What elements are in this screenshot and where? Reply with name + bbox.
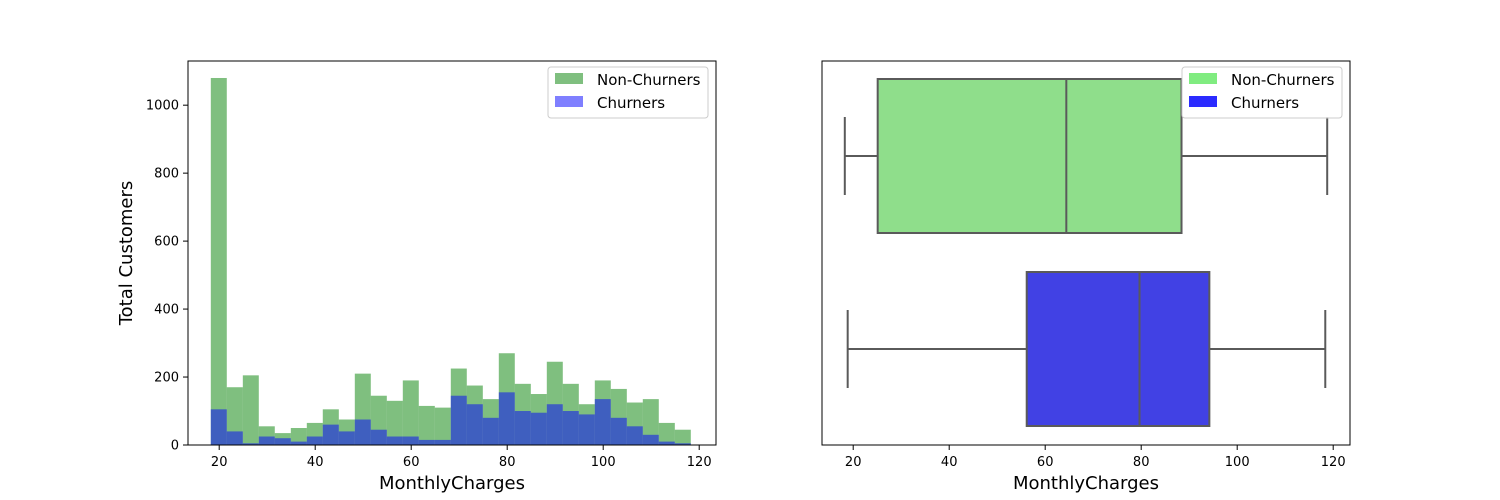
bar-churners-21 [546, 404, 563, 445]
bar-churners-23 [578, 414, 595, 445]
histogram-x-axis-label: MonthlyCharges [379, 473, 525, 494]
histogram-y-axis-label: Total Customers [116, 181, 137, 327]
bar-churners-0 [210, 409, 227, 445]
bar-churners-20 [530, 412, 547, 445]
x-tick-label: 60 [1037, 455, 1054, 470]
bar-churners-3 [258, 436, 275, 445]
x-tick-label: 80 [1133, 455, 1150, 470]
bar-churners-11 [386, 436, 403, 445]
x-tick-label: 100 [591, 455, 616, 470]
legend-swatch-churners [555, 96, 583, 107]
histogram-frame [187, 60, 717, 446]
y-tick-label: 600 [154, 235, 179, 250]
bar-non-churners-13 [418, 405, 435, 445]
x-tick-label: 40 [941, 455, 958, 470]
bar-non-churners-1 [226, 387, 243, 445]
bar-churners-12 [402, 436, 419, 445]
histogram-legend: Non-Churners Churners [547, 66, 709, 119]
boxplot-chart: 20 40 60 80 100 120 MonthlyCharges Non-Churne… [821, 60, 1351, 494]
boxplot-items [843, 78, 1329, 427]
bar-churners-15 [450, 395, 467, 445]
bar-non-churners-14 [434, 407, 451, 445]
churners-bars [210, 392, 691, 445]
bar-non-churners-28 [658, 422, 675, 445]
x-tick-label: 120 [687, 455, 712, 470]
bar-churners-26 [626, 426, 643, 445]
y-tick-label: 400 [154, 303, 179, 318]
x-tick-label: 20 [211, 455, 228, 470]
bar-churners-6 [306, 436, 323, 445]
legend-label-churners: Churners [1231, 94, 1299, 112]
y-tick-label: 1000 [146, 99, 179, 114]
boxplot-frame [821, 60, 1351, 446]
boxplot-legend: Non-Churners Churners [1181, 66, 1343, 119]
boxplot-x-axis-label: MonthlyCharges [1013, 473, 1159, 494]
legend-label-churners: Churners [597, 94, 665, 112]
x-tick-label: 20 [845, 455, 862, 470]
bar-churners-7 [322, 424, 339, 445]
histogram-y-ticks: 0 200 400 600 800 1000 [146, 99, 188, 454]
bar-non-churners-29 [674, 429, 691, 445]
bar-churners-18 [498, 392, 515, 445]
bar-churners-24 [594, 399, 611, 445]
legend-box [1181, 66, 1343, 119]
bar-churners-1 [226, 431, 243, 445]
bar-non-churners-0 [210, 77, 227, 445]
bar-churners-13 [418, 439, 435, 445]
bar-churners-4 [274, 438, 291, 445]
bar-churners-8 [338, 431, 355, 445]
x-tick-label: 60 [403, 455, 420, 470]
box-non-churners [876, 78, 1183, 234]
bar-non-churners-2 [242, 375, 259, 445]
bar-churners-14 [434, 439, 451, 445]
bar-churners-22 [562, 411, 579, 445]
legend-swatch-non-churners [555, 73, 583, 84]
x-tick-label: 120 [1321, 455, 1346, 470]
bar-churners-19 [514, 411, 531, 445]
bar-non-churners-5 [290, 428, 307, 445]
y-tick-label: 200 [154, 371, 179, 386]
x-tick-label: 40 [307, 455, 324, 470]
legend-label-non-churners: Non-Churners [1231, 71, 1335, 89]
y-tick-label: 800 [154, 167, 179, 182]
bar-non-churners-12 [402, 380, 419, 445]
bar-non-churners-11 [386, 400, 403, 445]
legend-swatch-churners [1189, 96, 1217, 107]
x-tick-label: 80 [499, 455, 516, 470]
box-churners [1025, 271, 1211, 427]
boxplot-x-ticks: 20 40 60 80 100 120 [845, 445, 1346, 470]
bar-churners-17 [482, 417, 499, 445]
legend-swatch-non-churners [1189, 73, 1217, 84]
legend-box [547, 66, 709, 119]
bar-churners-29 [674, 443, 691, 445]
histogram-chart: 20 40 60 80 100 120 0 200 400 600 800 1000 Monthly… [116, 60, 717, 494]
bar-churners-10 [370, 429, 387, 445]
legend-label-non-churners: Non-Churners [597, 71, 701, 89]
histogram-x-ticks: 20 40 60 80 100 120 [211, 445, 712, 470]
bar-churners-5 [290, 441, 307, 445]
bar-churners-2 [242, 443, 259, 445]
bar-churners-28 [658, 441, 675, 445]
bar-churners-9 [354, 419, 371, 445]
y-tick-label: 0 [171, 439, 179, 454]
bar-churners-25 [610, 417, 627, 445]
bar-churners-16 [466, 404, 483, 445]
bar-non-churners-27 [642, 399, 659, 445]
bar-churners-27 [642, 434, 659, 445]
x-tick-label: 100 [1225, 455, 1250, 470]
